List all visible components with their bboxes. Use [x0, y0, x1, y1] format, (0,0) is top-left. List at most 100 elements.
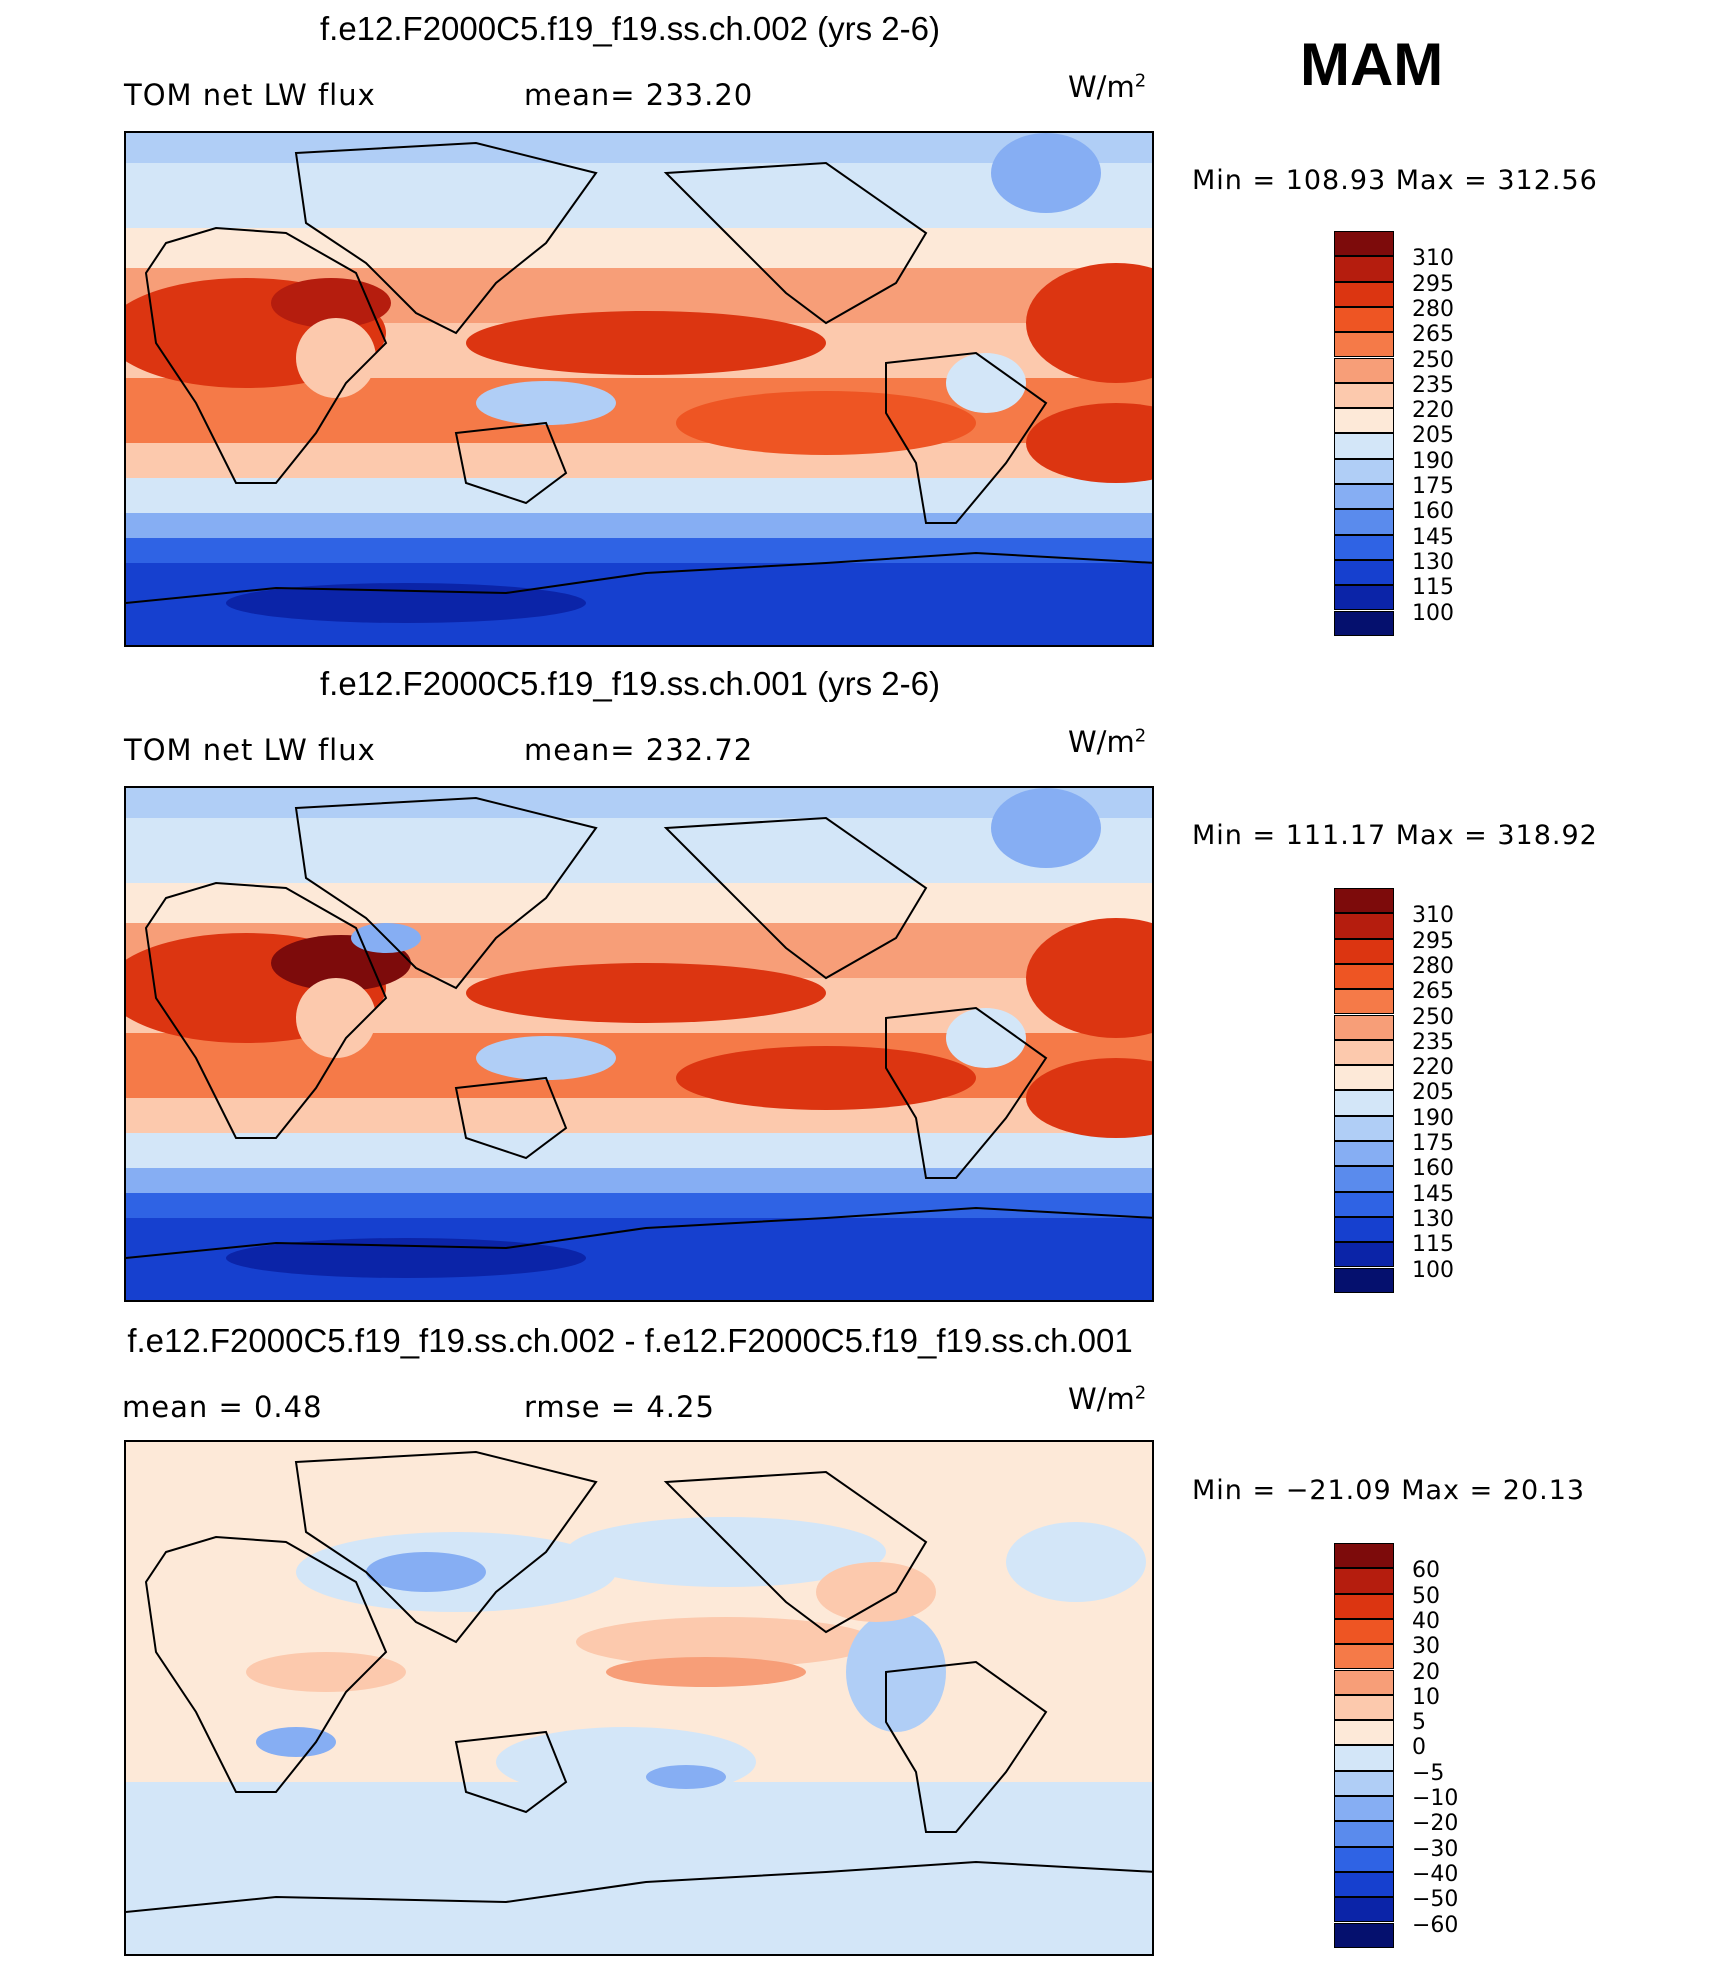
colorbar-tick-label: 130: [1412, 549, 1454, 575]
colorbar-swatch: [1334, 1141, 1394, 1167]
colorbar-tick-label: −60: [1412, 1912, 1459, 1938]
panel-1-colorbar: 310 295 280 265 250 235 220 205 190 175 160 145 130 1…: [1334, 231, 1454, 636]
colorbar-tick-label: 205: [1412, 423, 1454, 449]
panel-2-mean: mean= 232.72: [524, 733, 754, 767]
panel-1-variable: TOM net LW flux: [124, 78, 376, 112]
p2-warm-pool: [476, 1036, 616, 1080]
panel-3-title: f.e12.F2000C5.f19_f19.ss.ch.002 - f.e12.…: [127, 1322, 1133, 1359]
colorbar-swatch: [1334, 1166, 1394, 1192]
colorbar-tick-label: 190: [1412, 1105, 1454, 1131]
p2-africa-convection: [296, 978, 376, 1058]
colorbar-swatch: [1334, 559, 1394, 586]
p3-southern-band: [126, 1782, 1152, 1954]
p2-south-america-outline: [885, 1006, 1048, 1179]
colorbar-tick-label: −5: [1412, 1760, 1445, 1786]
colorbar-swatch: [1334, 1568, 1394, 1594]
colorbar-swatch: [1334, 534, 1394, 560]
colorbar-swatch: [1334, 1745, 1394, 1771]
panel-2-title: f.e12.F2000C5.f19_f19.ss.ch.001 (yrs 2-6…: [319, 665, 940, 702]
colorbar-swatch: [1334, 1644, 1394, 1670]
p1-natl-high: [1026, 263, 1152, 383]
colorbar-tick-label: 100: [1412, 600, 1454, 626]
p3-amazon-neg: [846, 1612, 946, 1732]
p1-south-america-outline: [885, 351, 1048, 524]
colorbar-tick-label: 130: [1412, 1206, 1454, 1232]
panel-2-map: [124, 786, 1154, 1302]
panel-3-rmse: rmse = 4.25: [524, 1390, 715, 1424]
colorbar-tick-label: 310: [1412, 246, 1454, 272]
colorbar-tick-label: −20: [1412, 1811, 1459, 1837]
colorbar-tick-label: 160: [1412, 499, 1454, 525]
p1-australia-outline: [454, 421, 568, 505]
colorbar-swatch: [1334, 1694, 1394, 1721]
colorbar-swatch: [1334, 256, 1394, 282]
colorbar-swatch: [1334, 1191, 1394, 1217]
colorbar-swatch: [1334, 585, 1394, 611]
p3-indian-pos: [246, 1652, 406, 1692]
colorbar-swatch: [1334, 1796, 1394, 1822]
colorbar-swatch: [1334, 888, 1394, 914]
colorbar-swatch: [1334, 1770, 1394, 1796]
p1-band-midlat-n: [126, 228, 1152, 273]
p1-africa-convection: [296, 318, 376, 398]
colorbar-swatch: [1334, 1593, 1394, 1619]
p1-amazon-convection: [946, 353, 1026, 413]
colorbar-tick-label: −50: [1412, 1887, 1459, 1913]
colorbar-tick-label: 50: [1412, 1583, 1440, 1609]
p3-itcz-pos-core: [606, 1657, 806, 1687]
p1-arabia-high: [271, 278, 391, 328]
p2-natl-high: [1026, 918, 1152, 1038]
p2-australia-outline: [454, 1076, 568, 1160]
p3-australia-outline: [454, 1730, 568, 1814]
p1-band-midlat-s: [126, 443, 1152, 483]
p1-band-subarctic: [126, 163, 1152, 233]
colorbar-swatch: [1334, 332, 1394, 358]
panel-3-minmax: Min = −21.09 Max = 20.13: [1192, 1475, 1586, 1506]
p3-north-america-outline: [663, 1470, 928, 1634]
panel-1-minmax: Min = 108.93 Max = 312.56: [1192, 165, 1598, 196]
panel-2-units: W/m2: [1068, 725, 1147, 759]
p1-npac-high: [466, 311, 826, 375]
colorbar-swatch: [1334, 1242, 1394, 1268]
panel-3-colorbar: 60 50 40 30 20 10 5 0 −5 −10 −20 −30 −40 −50 −60: [1334, 1543, 1458, 1948]
colorbar-tick-label: 160: [1412, 1156, 1454, 1182]
p1-satl-high: [1026, 403, 1152, 483]
colorbar-tick-label: 115: [1412, 575, 1454, 601]
colorbar-tick-label: 310: [1412, 903, 1454, 929]
colorbar-swatch: [1334, 1543, 1394, 1569]
p2-satl-high: [1026, 1058, 1152, 1138]
colorbar-swatch: [1334, 231, 1394, 257]
colorbar-tick-label: −40: [1412, 1861, 1459, 1887]
colorbar-swatch: [1334, 1720, 1394, 1746]
colorbar-swatch: [1334, 1669, 1394, 1695]
colorbar-tick-label: 0: [1412, 1735, 1426, 1761]
p2-asia-outline: [294, 796, 598, 990]
p1-africa-eurasia-outline: [144, 226, 388, 484]
colorbar-swatch: [1334, 1115, 1394, 1141]
colorbar-swatch: [1334, 382, 1394, 409]
p3-spac-neg-core: [646, 1765, 726, 1789]
colorbar-swatch: [1334, 1267, 1394, 1293]
panel-1-mean: mean= 233.20: [524, 78, 754, 112]
panel-1-title: f.e12.F2000C5.f19_f19.ss.ch.002 (yrs 2-6…: [319, 10, 940, 47]
season-label: MAM: [1300, 31, 1444, 98]
colorbar-swatch: [1334, 1618, 1394, 1645]
colorbar-swatch: [1334, 1897, 1394, 1923]
colorbar-tick-label: 145: [1412, 524, 1454, 550]
p2-npac-high: [466, 963, 826, 1023]
p3-asia-outline: [294, 1450, 598, 1644]
colorbar-tick-label: 20: [1412, 1659, 1440, 1685]
colorbar-tick-label: 175: [1412, 1131, 1454, 1156]
p3-tibet-neg: [366, 1552, 486, 1592]
colorbar-swatch: [1334, 1014, 1394, 1040]
colorbar-swatch: [1334, 458, 1394, 484]
p1-warm-pool: [476, 381, 616, 425]
p3-south-america-outline: [885, 1660, 1048, 1833]
p1-spac-high: [676, 391, 976, 455]
panel-3-units: W/m2: [1068, 1382, 1147, 1416]
p3-itcz-pos: [576, 1617, 876, 1667]
colorbar-swatch: [1334, 1846, 1394, 1872]
panel-3-map-svg: [126, 1442, 1152, 1954]
colorbar-swatch: [1334, 989, 1394, 1015]
p3-spac-neg: [496, 1727, 756, 1797]
